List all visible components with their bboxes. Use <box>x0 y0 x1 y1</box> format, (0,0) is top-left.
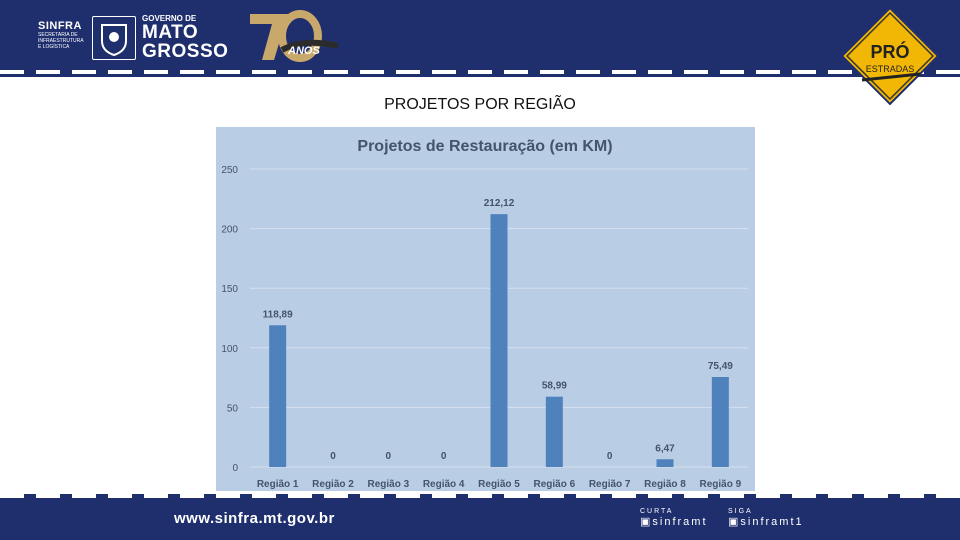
x-tick-label: Região 7 <box>589 479 631 490</box>
data-label: 212,12 <box>484 198 515 209</box>
footer-bar <box>0 494 960 540</box>
x-tick-label: Região 1 <box>257 479 299 490</box>
gov-line2: MATO <box>142 22 199 43</box>
x-tick-label: Região 4 <box>423 479 465 490</box>
x-tick-label: Região 6 <box>533 479 575 490</box>
header-road-stripe <box>0 70 960 74</box>
sinfra-sub3: E LOGÍSTICA <box>38 44 70 50</box>
siga-instagram[interactable]: SIGA ▣sinframt1 <box>728 508 804 528</box>
siga-handle: sinframt1 <box>740 516 804 528</box>
sinfra-logo: SINFRA SECRETARIA DE INFRAESTRUTURA E LO… <box>38 20 84 50</box>
bar <box>269 325 287 467</box>
y-tick-label: 100 <box>221 344 238 355</box>
data-label: 58,99 <box>542 381 567 392</box>
bar <box>490 214 508 467</box>
website-url[interactable]: www.sinfra.mt.gov.br <box>174 510 335 527</box>
curta-label: CURTA <box>640 508 674 515</box>
facebook-icon: ▣ <box>640 516 653 528</box>
header-bar <box>0 0 960 77</box>
pro-estradas-logo: PRÓ ESTRADAS <box>840 6 946 115</box>
sinfra-sub1: SECRETARIA DE <box>38 32 78 38</box>
chart-plot-background <box>216 127 755 491</box>
chart-svg: Projetos de Restauração (em KM) 0 50 100 150… <box>213 124 758 494</box>
data-label: 0 <box>607 451 613 462</box>
governo-mt-logo: GOVERNO DE MATO GROSSO <box>142 14 228 61</box>
y-tick-label: 0 <box>232 463 238 474</box>
sinfra-sub2: INFRAESTRUTURA <box>38 38 84 44</box>
sinfra-title: SINFRA <box>38 20 82 32</box>
instagram-icon: ▣ <box>728 516 741 528</box>
bar <box>545 396 563 467</box>
data-label: 118,89 <box>263 309 293 320</box>
y-tick-label: 150 <box>221 284 238 295</box>
data-label: 0 <box>330 451 336 462</box>
curta-facebook[interactable]: CURTA ▣sinframt <box>640 508 708 528</box>
y-tick-label: 50 <box>227 403 239 414</box>
estradas-label: ESTRADAS <box>866 64 915 74</box>
state-crest-icon <box>92 16 136 60</box>
bar <box>711 377 729 467</box>
x-tick-label: Região 5 <box>478 479 520 490</box>
data-label: 0 <box>386 451 392 462</box>
anos-label: ANOS <box>287 45 320 57</box>
page-title: PROJETOS POR REGIÃO <box>384 96 576 113</box>
y-tick-label: 200 <box>221 225 238 236</box>
x-tick-label: Região 9 <box>699 479 741 490</box>
gov-line1: GOVERNO DE <box>142 14 197 23</box>
y-tick-label: 250 <box>221 165 238 176</box>
siga-label: SIGA <box>728 508 753 515</box>
x-tick-label: Região 2 <box>312 479 354 490</box>
data-label: 0 <box>441 451 447 462</box>
restoration-chart: Projetos de Restauração (em KM) 0 50 100 150… <box>213 124 758 494</box>
seventy-years-logo: ANOS <box>248 10 343 70</box>
chart-title: Projetos de Restauração (em KM) <box>357 138 612 155</box>
bar <box>656 459 674 467</box>
footer-road-stripe <box>0 494 960 498</box>
x-tick-label: Região 8 <box>644 479 686 490</box>
data-label: 6,47 <box>655 443 675 454</box>
data-label: 75,49 <box>708 361 733 372</box>
x-tick-label: Região 3 <box>367 479 409 490</box>
pro-label: PRÓ <box>870 41 909 62</box>
curta-handle: sinframt <box>652 516 708 528</box>
gov-line3: GROSSO <box>142 41 229 62</box>
